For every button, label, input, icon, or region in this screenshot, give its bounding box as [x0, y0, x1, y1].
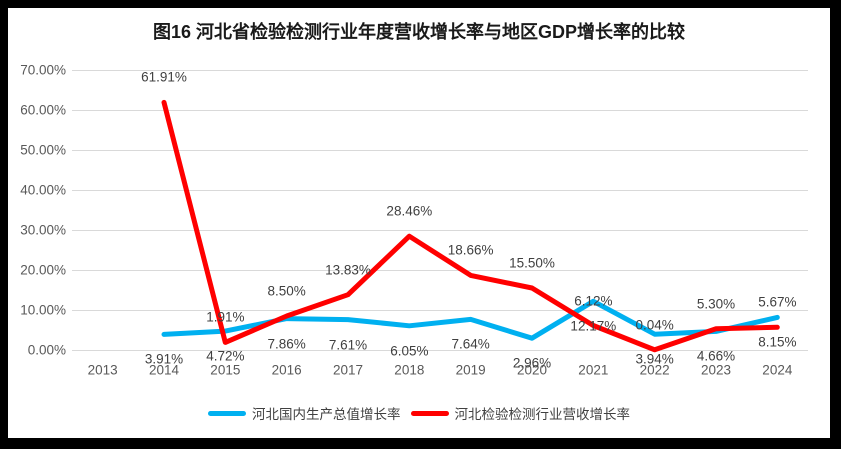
x-axis-tick-label: 2020 — [516, 362, 548, 378]
y-axis-tick-label: 50.00% — [20, 142, 66, 158]
x-axis-tick-label: 2019 — [455, 362, 486, 378]
legend-item-hebei-gdp-growth: 河北国内生产总值增长率 — [208, 403, 401, 423]
data-label-hebei-testing-industry-revenue-growth: 1.91% — [206, 309, 245, 325]
y-axis-tick-label: 10.00% — [20, 302, 66, 318]
series-line-hebei-testing-industry-revenue-growth — [161, 99, 780, 353]
y-axis-tick-label: 30.00% — [20, 222, 66, 238]
x-axis-tick-label: 2018 — [394, 362, 425, 378]
chart-title: 图16 河北省检验检测行业年度营收增长率与地区GDP增长率的比较 — [152, 22, 686, 42]
data-label-hebei-gdp-growth: 7.86% — [267, 336, 306, 352]
y-axis-tick-label: 20.00% — [20, 262, 66, 278]
data-label-hebei-testing-industry-revenue-growth: 5.67% — [758, 294, 797, 310]
data-label-hebei-testing-industry-revenue-growth: 61.91% — [141, 69, 187, 85]
x-axis-tick-label: 2015 — [210, 362, 241, 378]
chart-canvas: 图16 河北省检验检测行业年度营收增长率与地区GDP增长率的比较 0.00% 10… — [8, 8, 830, 438]
data-label-hebei-testing-industry-revenue-growth: 28.46% — [386, 203, 433, 219]
data-label-hebei-gdp-growth: 12.17% — [570, 318, 617, 334]
x-axis-tick-label: 2017 — [332, 362, 364, 378]
data-label-hebei-gdp-growth: 7.64% — [451, 336, 490, 352]
legend-swatch-hebei-gdp-growth — [208, 410, 246, 416]
gridline — [72, 110, 808, 111]
y-axis-tick-label: 60.00% — [20, 102, 66, 118]
data-label-hebei-testing-industry-revenue-growth: 18.66% — [447, 242, 494, 258]
legend-label-hebei-testing-industry-revenue-growth: 河北检验检测行业营收增长率 — [454, 407, 631, 422]
legend-swatch-hebei-testing-industry-revenue-growth — [410, 410, 449, 416]
data-label-hebei-testing-industry-revenue-growth: 8.50% — [267, 283, 306, 299]
data-label-hebei-gdp-growth: 3.94% — [635, 351, 674, 367]
series-line-hebei-gdp-growth — [161, 298, 780, 341]
x-axis-tick-label: 2016 — [271, 362, 302, 378]
plot-area: 0.00% 10.00% 20.00% 30.00% 40.00% 50.00% 60.00… — [8, 8, 830, 438]
y-axis-tick-label: 40.00% — [20, 182, 66, 198]
data-label-hebei-testing-industry-revenue-growth: 13.83% — [325, 262, 371, 278]
legend: 河北国内生产总值增长率 河北检验检测行业营收增长率 — [8, 403, 830, 423]
gridline — [72, 190, 808, 191]
gridline — [72, 270, 808, 271]
y-axis-tick-label: 70.00% — [20, 62, 66, 78]
x-axis-tick-label: 2024 — [762, 362, 793, 378]
data-label-hebei-gdp-growth: 7.61% — [328, 337, 368, 353]
data-label-hebei-testing-industry-revenue-growth: 5.30% — [696, 296, 736, 312]
y-axis-tick-label: 0.00% — [27, 342, 66, 358]
data-label-hebei-testing-industry-revenue-growth: 0.04% — [635, 317, 674, 333]
x-axis-tick-label: 2021 — [578, 362, 609, 378]
data-label-hebei-gdp-growth: 6.05% — [390, 343, 429, 359]
chart-lines — [161, 99, 780, 353]
legend-item-hebei-testing-industry-revenue-growth: 河北检验检测行业营收增长率 — [410, 403, 631, 423]
data-label-hebei-gdp-growth: 4.66% — [696, 348, 736, 364]
x-axis-tick-label: 2022 — [639, 362, 670, 378]
data-label-hebei-gdp-growth: 4.72% — [206, 348, 245, 364]
data-label-hebei-testing-industry-revenue-growth: 15.50% — [509, 255, 555, 271]
data-label-hebei-testing-industry-revenue-growth: 6.12% — [574, 293, 613, 309]
data-label-hebei-gdp-growth: 2.96% — [512, 355, 552, 371]
x-axis-tick-label: 2014 — [148, 362, 180, 378]
gridline — [72, 70, 808, 71]
data-label-hebei-gdp-growth: 8.15% — [758, 334, 797, 350]
x-axis-tick-label: 2023 — [700, 362, 732, 378]
gridline — [72, 150, 808, 151]
x-axis-tick-label: 2013 — [87, 362, 118, 378]
gridline — [72, 230, 808, 231]
gridline — [72, 350, 808, 351]
legend-label-hebei-gdp-growth: 河北国内生产总值增长率 — [252, 407, 401, 422]
gridline — [72, 310, 808, 311]
data-label-hebei-gdp-growth: 3.91% — [144, 351, 184, 367]
